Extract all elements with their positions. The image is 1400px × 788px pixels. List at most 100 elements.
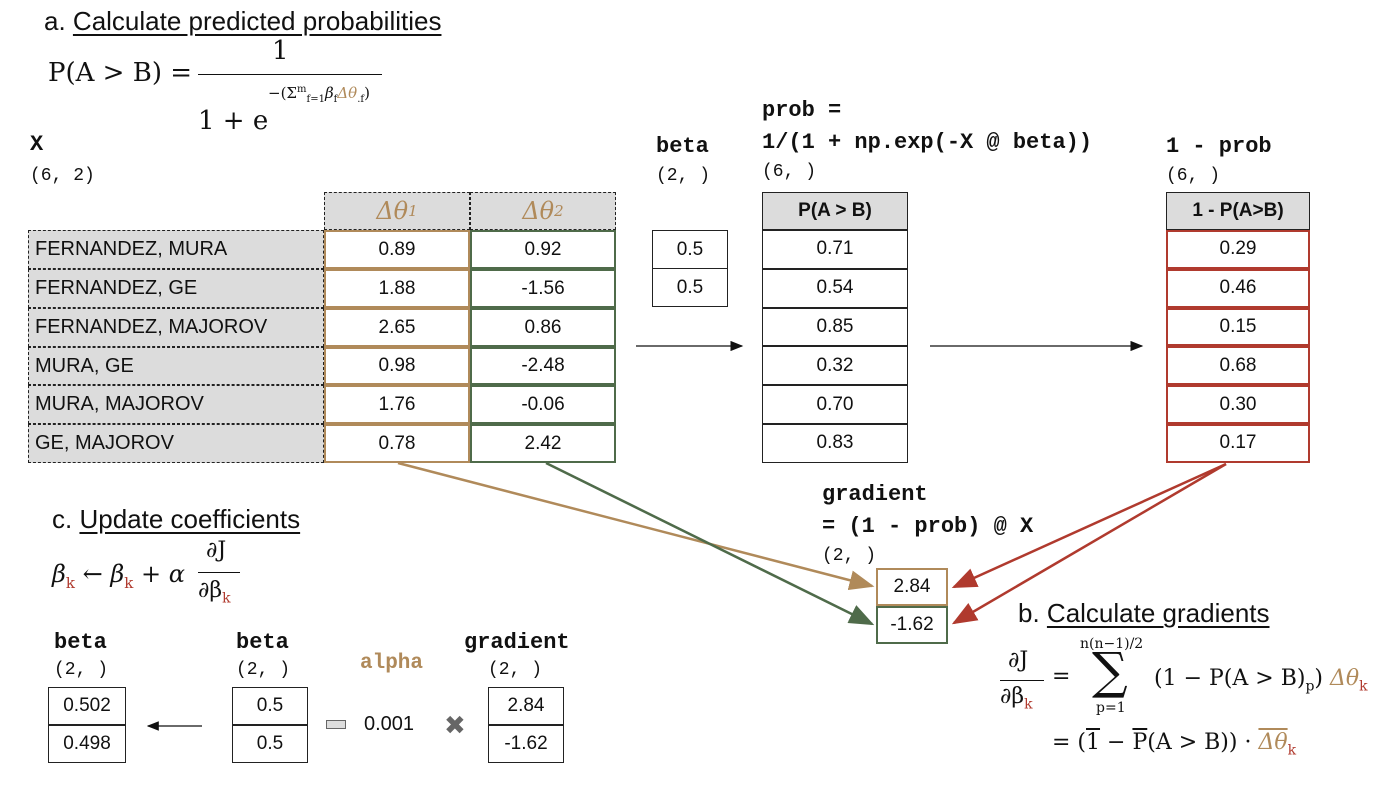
grad-term-dtheta-sub: k xyxy=(1359,678,1368,695)
exp-open: −(Σ xyxy=(268,84,298,102)
grad-line2-sub: k xyxy=(1287,742,1297,759)
x-cell-c1: 1.88 xyxy=(324,269,470,308)
grad-line2-eq: = xyxy=(1052,730,1071,755)
gradient-line2: = (1 - prob) @ X xyxy=(822,514,1034,539)
uf-sub: k xyxy=(65,573,75,592)
oneminus-shape: (6, ) xyxy=(1166,166,1221,186)
oneminus-header: 1 - P(A>B) xyxy=(1166,192,1310,230)
exp-dtheta: Δθ xyxy=(337,84,358,102)
uf-den-text: ∂β xyxy=(198,578,223,603)
beta-cell: 0.5 xyxy=(652,268,728,307)
grad-term-sub: p xyxy=(1305,678,1315,695)
section-b-prefix: b. xyxy=(1018,598,1047,628)
section-c-heading: Update coefficients xyxy=(79,504,301,534)
grad-sum-upper: n(n−1)/2 xyxy=(1080,636,1144,652)
grad-partial-den: ∂βk xyxy=(1000,684,1033,712)
x-row-label: MURA, GE xyxy=(28,347,324,385)
alpha-label: alpha xyxy=(360,652,424,675)
section-b-heading: Calculate gradients xyxy=(1046,598,1270,628)
uf-partial-den: ∂βk xyxy=(198,578,231,606)
upd-gradient-shape: (2, ) xyxy=(488,660,543,680)
x-col-2-symbol: Δθ xyxy=(522,197,555,225)
x-cell-c2: 2.42 xyxy=(470,424,616,463)
uf-alpha: α xyxy=(168,560,185,588)
grad-term: (1 − P(A > B)p) Δθk xyxy=(1154,666,1368,694)
upd-gradient-cell: -1.62 xyxy=(488,725,564,763)
section-c-prefix: c. xyxy=(52,504,80,534)
x-cell-c2: -2.48 xyxy=(470,347,616,385)
beta-shape: (2, ) xyxy=(656,166,711,186)
formula-a-numerator: 1 xyxy=(272,36,289,66)
x-cell-c2: 0.86 xyxy=(470,308,616,347)
new-beta-cell: 0.498 xyxy=(48,725,126,763)
x-cell-c1: 0.78 xyxy=(324,424,470,463)
prob-cell: 0.85 xyxy=(762,307,908,347)
prob-cell: 0.83 xyxy=(762,424,908,463)
x-cell-c1: 0.98 xyxy=(324,347,470,385)
exp-dtheta-sub: .f xyxy=(357,94,365,105)
x-cell-c1: 2.65 xyxy=(324,308,470,347)
x-shape: (6, 2) xyxy=(30,166,95,186)
exp-beta: β xyxy=(324,84,334,102)
section-b-title: b. Calculate gradients xyxy=(1018,598,1270,629)
grad-term-close: ) xyxy=(1314,666,1324,691)
uf-plus: + xyxy=(140,560,162,588)
new-beta-label: beta xyxy=(54,630,107,655)
exp-close: ) xyxy=(364,84,370,102)
x-cell-c2: 0.92 xyxy=(470,230,616,269)
prob-cell: 0.71 xyxy=(762,230,908,269)
oneminus-cell: 0.30 xyxy=(1166,385,1310,424)
gradient-cell-1: 2.84 xyxy=(876,568,948,606)
section-c-title: c. Update coefficients xyxy=(52,504,300,535)
grad-den-sub: k xyxy=(1024,696,1033,713)
formula-a-lhs: P(A > B) = xyxy=(48,58,193,88)
upd-gradient-label: gradient xyxy=(464,630,570,655)
exp-sub: f=1 xyxy=(306,94,325,105)
alpha-value: 0.001 xyxy=(364,713,415,735)
grad-partial-num: ∂J xyxy=(1008,648,1029,673)
oneminus-label: 1 - prob xyxy=(1166,134,1272,159)
oneminus-cell: 0.68 xyxy=(1166,346,1310,386)
grad-line2-one: 1 xyxy=(1086,730,1101,755)
line-oneminus-to-grad2 xyxy=(951,462,1227,625)
new-beta-shape: (2, ) xyxy=(54,660,109,680)
x-col-1-sub: 1 xyxy=(408,202,418,220)
grad-term-text: (1 − P(A > B) xyxy=(1154,666,1306,691)
x-col-header-2: Δθ 2 xyxy=(470,192,616,230)
x-col-header-1: Δθ 1 xyxy=(324,192,470,230)
prob-header: P(A > B) xyxy=(762,192,908,230)
grad-term-dtheta: Δθ xyxy=(1330,666,1360,691)
x-col-2-sub: 2 xyxy=(554,202,564,220)
gradient-cell-2: -1.62 xyxy=(876,606,948,644)
prob-line1: prob = xyxy=(762,98,842,123)
x-col-1-symbol: Δθ xyxy=(376,197,409,225)
exp-sup: m xyxy=(297,84,307,95)
x-cell-c1: 0.89 xyxy=(324,230,470,269)
formula-a-fraction-bar xyxy=(198,74,382,75)
oneminus-cell: 0.29 xyxy=(1166,230,1310,269)
x-label: X xyxy=(30,132,44,157)
oneminus-cell: 0.46 xyxy=(1166,268,1310,308)
x-cell-c2: -1.56 xyxy=(470,269,616,308)
line-col2-to-gradient xyxy=(545,461,875,626)
uf-partial-num: ∂J xyxy=(206,538,227,563)
grad-eq: = xyxy=(1052,664,1071,689)
beta-label: beta xyxy=(656,134,709,159)
x-row-label: FERNANDEZ, MURA xyxy=(28,230,324,269)
line-col1-to-gradient xyxy=(397,461,875,591)
uf-arrow: ← xyxy=(82,560,103,588)
uf-den-sub: k xyxy=(222,590,231,607)
gradient-shape: (2, ) xyxy=(822,546,877,566)
grad-line2-dtheta: Δθ xyxy=(1258,730,1288,755)
oneminus-cell: 0.17 xyxy=(1166,424,1310,463)
uf-fraction-bar xyxy=(198,572,240,573)
uf-beta2: β xyxy=(110,560,125,588)
minus-icon xyxy=(326,720,346,729)
oneminus-cell: 0.15 xyxy=(1166,307,1310,347)
x-row-label: FERNANDEZ, GE xyxy=(28,269,324,308)
prob-cell: 0.32 xyxy=(762,346,908,386)
section-a-heading: Calculate predicted probabilities xyxy=(72,6,442,36)
formula-a-denominator: 1 + e xyxy=(198,106,269,136)
x-row-label: FERNANDEZ, MAJOROV xyxy=(28,308,324,347)
